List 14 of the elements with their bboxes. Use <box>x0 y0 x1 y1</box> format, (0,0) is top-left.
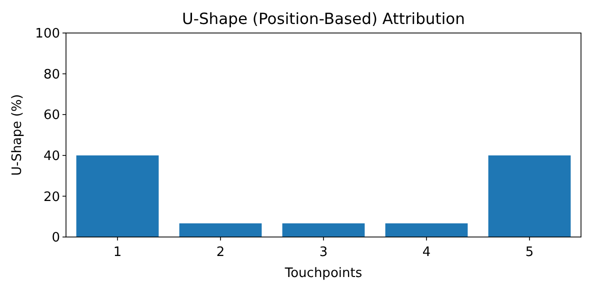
y-tick-label: 0 <box>52 230 60 246</box>
x-tick-label: 2 <box>216 245 225 260</box>
y-tick-label: 80 <box>43 67 60 82</box>
y-tick-label: 40 <box>43 148 60 164</box>
chart-title: U-Shape (Position-Based) Attribution <box>182 10 465 28</box>
y-tick-label: 20 <box>43 190 60 205</box>
y-tick-label: 100 <box>35 26 60 42</box>
x-axis-title: Touchpoints <box>284 266 362 281</box>
y-axis-title: U-Shape (%) <box>10 94 25 176</box>
x-tick-label: 5 <box>525 245 534 260</box>
y-tick-label: 60 <box>43 108 60 124</box>
x-tick-label: 1 <box>113 245 122 260</box>
x-tick-label: 3 <box>319 245 328 260</box>
x-tick-label: 4 <box>422 245 431 260</box>
